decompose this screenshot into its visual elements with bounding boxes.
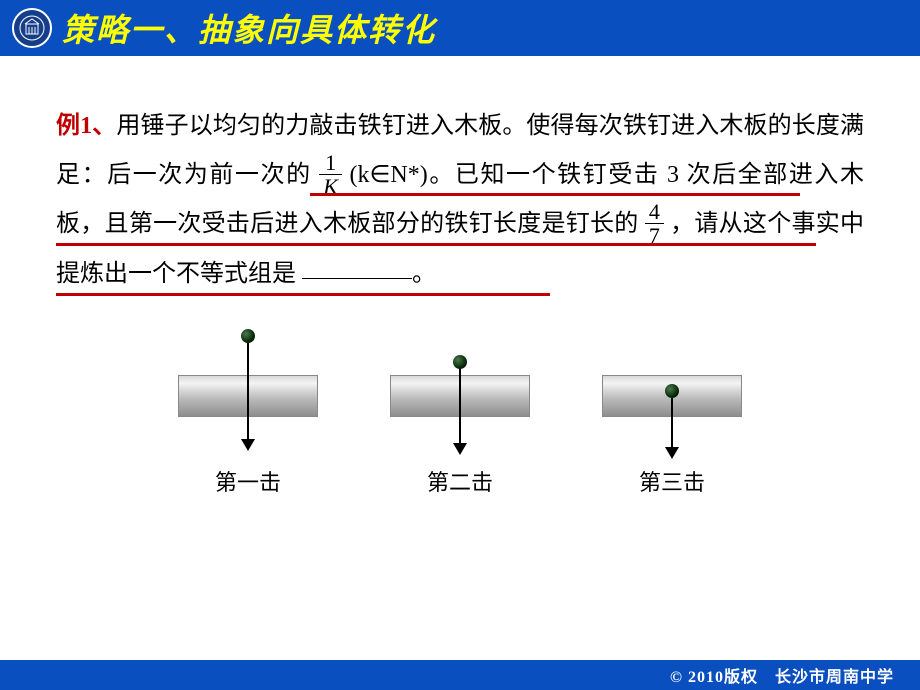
diagram-stage [592, 329, 752, 459]
diagram: 第一击 [168, 329, 328, 497]
nail-shaft [671, 397, 673, 449]
diagram-label: 第三击 [639, 465, 705, 497]
fraction-1-numerator: 1 [319, 151, 342, 175]
diagram-label: 第二击 [427, 465, 493, 497]
fraction-2-numerator: 4 [645, 200, 664, 224]
diagram-stage [380, 329, 540, 459]
emphasis-underline [56, 293, 550, 296]
problem-text-4: 。 [412, 261, 436, 287]
diagram-label: 第一击 [215, 465, 281, 497]
diagrams-row: 第一击 第二击 第三击 [0, 329, 920, 497]
example-label: 例1、 [56, 113, 116, 139]
diagram-stage [168, 329, 328, 459]
arrow-down-icon [453, 443, 467, 455]
diagram: 第二击 [380, 329, 540, 497]
arrow-down-icon [241, 439, 255, 451]
school-logo-icon [12, 8, 52, 48]
slide-footer: © 2010版权 长沙市周南中学 [0, 660, 920, 690]
answer-blank [302, 278, 412, 279]
fraction-2: 4 7 [645, 200, 664, 247]
emphasis-underline [56, 243, 816, 246]
slide-header: 策略一、抽象向具体转化 [0, 0, 920, 56]
slide-title: 策略一、抽象向具体转化 [62, 5, 436, 51]
nail-head-icon [241, 329, 255, 343]
nail-head-icon [453, 355, 467, 369]
nail-head-icon [665, 384, 679, 398]
diagram: 第三击 [592, 329, 752, 497]
fraction-1: 1 K [319, 151, 342, 198]
slide-body: 例1、用锤子以均匀的力敲击铁钉进入木板。使得每次铁钉进入木板的长度满足：后一次为… [0, 56, 920, 299]
nail-shaft [247, 341, 249, 441]
nail-shaft [459, 367, 461, 445]
emphasis-underline [310, 193, 800, 196]
copyright-text: © 2010版权 长沙市周南中学 [670, 663, 894, 687]
arrow-down-icon [665, 447, 679, 459]
